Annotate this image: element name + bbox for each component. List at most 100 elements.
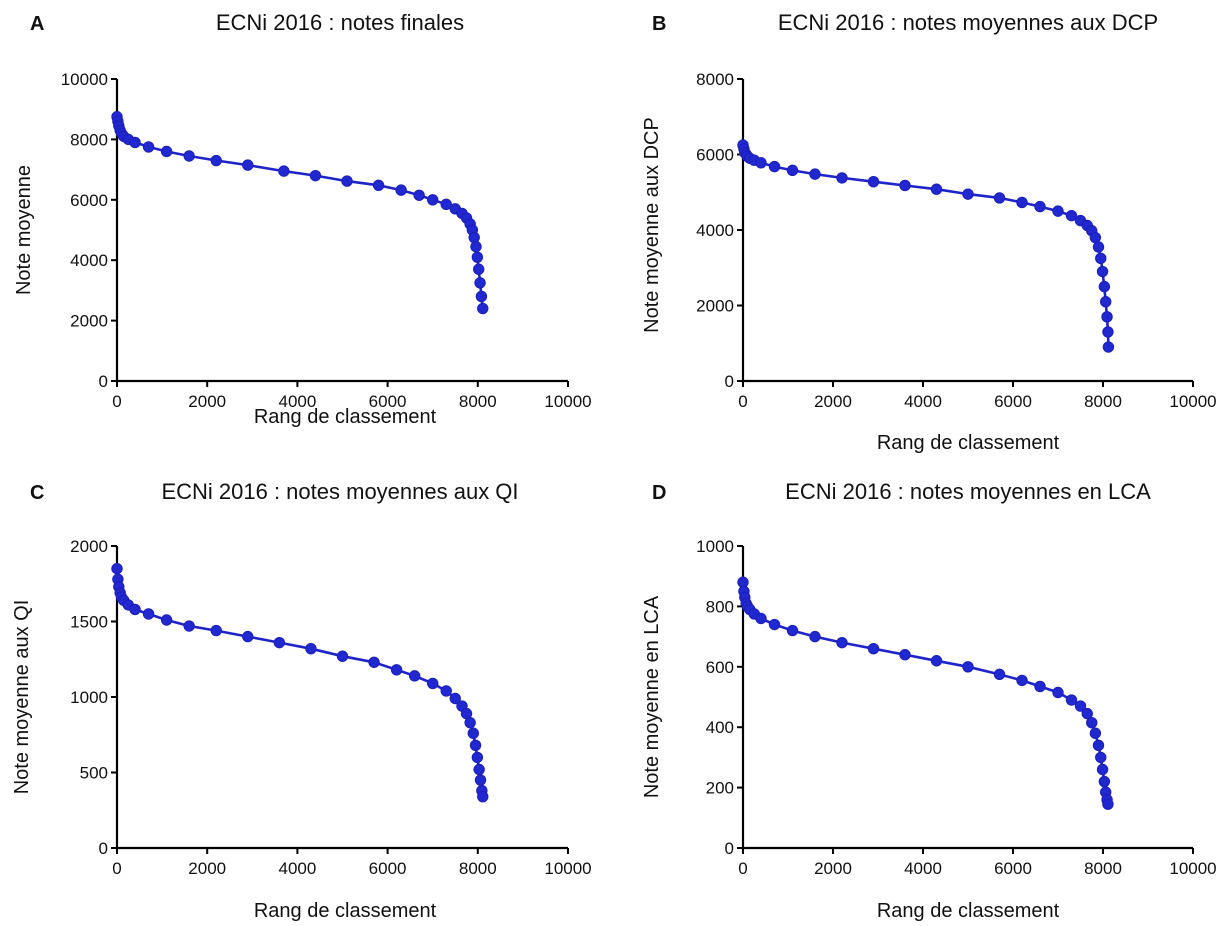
data-point [1095, 252, 1107, 265]
x-tick-label: 0 [738, 859, 747, 878]
chart-title: ECNi 2016 : notes finales [216, 10, 464, 35]
x-tick-label: 10000 [544, 859, 591, 878]
data-point [836, 636, 848, 649]
y-tick-label: 200 [706, 779, 734, 798]
y-tick-label: 0 [99, 372, 108, 391]
data-point [1092, 241, 1105, 253]
data-point [1096, 265, 1109, 278]
data-point [1016, 196, 1028, 209]
plot-area: 0 2000 4000 6000 8000 10000 0 2000 4000 6000 8000 1… [61, 70, 592, 411]
data-point [160, 145, 173, 158]
data-point [1089, 231, 1102, 244]
y-tick-label: 2000 [70, 312, 108, 331]
plot-area: 0 2000 4000 6000 8000 10000 0 200 400 600 800 1000 [696, 537, 1216, 878]
data-point [160, 614, 173, 626]
data-point [1074, 700, 1087, 712]
x-tick-label: 8000 [459, 392, 497, 411]
data-point [427, 194, 439, 206]
data-point [467, 727, 479, 739]
panel-letter: B [652, 13, 666, 35]
x-tick-label: 10000 [1169, 392, 1216, 411]
data-point [1086, 716, 1098, 729]
y-tick-label: 8000 [70, 130, 108, 149]
x-tick-label: 10000 [544, 392, 591, 411]
data-point [993, 192, 1006, 204]
panel-letter: D [652, 482, 666, 504]
x-tick-label: 6000 [994, 859, 1032, 878]
x-axis-label: Rang de classement [254, 406, 437, 428]
x-tick-label: 8000 [1084, 859, 1122, 878]
data-point [1100, 296, 1112, 308]
data-point [1102, 341, 1115, 353]
x-tick-label: 0 [738, 392, 747, 411]
data-point [1065, 694, 1078, 706]
y-tick-label: 4000 [696, 221, 734, 240]
data-point [1092, 739, 1105, 752]
x-tick-label: 0 [112, 859, 121, 878]
y-tick-label: 800 [706, 597, 734, 616]
x-tick-label: 4000 [278, 392, 316, 411]
data-point [111, 562, 123, 575]
data-point [1034, 200, 1046, 213]
y-tick-label: 2000 [696, 297, 734, 316]
x-tick-label: 2000 [814, 859, 852, 878]
data-point [395, 184, 407, 196]
x-axis-label: Rang de classement [877, 432, 1060, 454]
y-tick-label: 400 [706, 718, 734, 737]
data-point [440, 198, 452, 211]
data-point [183, 150, 195, 162]
x-tick-label: 4000 [904, 859, 942, 878]
data-point [899, 649, 911, 661]
data-point [390, 664, 403, 676]
chart-title: ECNi 2016 : notes moyennes aux DCP [778, 10, 1158, 35]
chart-title: ECNi 2016 : notes moyennes aux QI [161, 479, 518, 504]
panel-b: B ECNi 2016 : notes moyennes aux DCP Ran… [641, 10, 1217, 454]
data-point [809, 630, 821, 643]
x-tick-label: 0 [112, 392, 121, 411]
data-point [474, 774, 487, 786]
series-line [115, 116, 485, 309]
data-point [962, 188, 974, 200]
data-point [341, 175, 353, 187]
y-tick-label: 1000 [70, 688, 108, 707]
x-tick-label: 8000 [459, 859, 497, 878]
chart-title: ECNi 2016 : notes moyennes en LCA [785, 479, 1151, 504]
data-point [1101, 311, 1113, 323]
y-axis-label: Note moyenne [13, 165, 35, 295]
plot-area: 0 2000 4000 6000 8000 10000 0 2000 4000 6000 8000 [696, 70, 1216, 411]
y-tick-label: 1500 [70, 613, 108, 632]
data-point [129, 136, 141, 149]
data-point [1081, 707, 1093, 720]
y-tick-label: 1000 [696, 537, 734, 556]
data-point [768, 160, 781, 173]
y-tick-label: 0 [99, 839, 108, 858]
data-point [867, 175, 880, 188]
x-axis-label: Rang de classement [877, 900, 1060, 922]
y-tick-label: 2000 [70, 537, 108, 556]
data-point [449, 692, 461, 705]
data-point [1098, 775, 1111, 788]
data-point [768, 618, 781, 631]
data-point [408, 670, 421, 682]
series-line [741, 144, 1110, 348]
panel-letter: A [30, 13, 44, 35]
y-tick-label: 4000 [70, 251, 108, 270]
x-tick-label: 6000 [369, 859, 407, 878]
panel-letter: C [30, 482, 44, 504]
data-point [464, 716, 476, 729]
y-tick-label: 0 [725, 372, 734, 391]
x-tick-label: 2000 [188, 859, 226, 878]
x-tick-label: 6000 [369, 392, 407, 411]
data-point [755, 157, 767, 169]
data-point [1052, 686, 1064, 699]
data-point [372, 179, 385, 192]
data-point [1102, 798, 1114, 810]
y-tick-label: 0 [725, 839, 734, 858]
data-point [1102, 326, 1114, 338]
plot-area: 0 2000 4000 6000 8000 10000 0 500 1000 1500 2000 [70, 537, 591, 878]
data-point [755, 612, 767, 625]
data-point [468, 231, 480, 244]
data-point [470, 240, 482, 253]
data-point [309, 169, 322, 182]
